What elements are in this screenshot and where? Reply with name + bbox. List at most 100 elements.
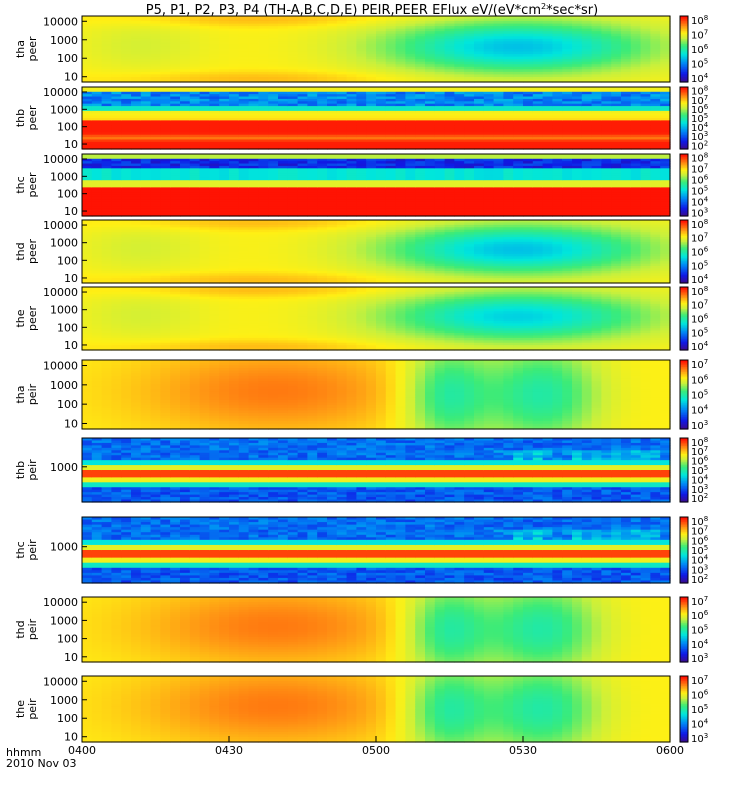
heatmap-cell bbox=[601, 38, 612, 42]
heatmap-cell bbox=[464, 23, 475, 27]
heatmap-cell bbox=[238, 38, 250, 42]
heatmap-cell bbox=[650, 18, 661, 22]
heatmap-cell bbox=[523, 43, 534, 48]
heatmap-cell bbox=[140, 33, 152, 37]
heatmap-cell bbox=[121, 74, 132, 78]
heatmap-cell bbox=[258, 61, 269, 65]
heatmap-cell bbox=[91, 115, 103, 119]
heatmap-cell bbox=[366, 41, 377, 45]
heatmap-cell bbox=[611, 76, 622, 81]
heatmap-cell bbox=[199, 137, 210, 141]
heatmap-cell bbox=[160, 76, 171, 81]
heatmap-cell bbox=[474, 18, 485, 22]
heatmap-cell bbox=[493, 46, 504, 50]
heatmap-cell bbox=[591, 66, 602, 70]
heatmap-cell bbox=[474, 76, 485, 81]
heatmap-cell bbox=[503, 61, 514, 65]
heatmap-cell bbox=[581, 59, 593, 63]
heatmap-cell bbox=[140, 139, 152, 143]
heatmap-cell bbox=[434, 46, 446, 50]
heatmap-cell bbox=[415, 51, 426, 55]
heatmap-cell bbox=[346, 69, 357, 73]
heatmap-cell bbox=[91, 139, 103, 143]
heatmap-cell bbox=[150, 79, 161, 83]
heatmap-cell bbox=[150, 146, 161, 150]
heatmap-cell bbox=[356, 46, 367, 50]
heatmap-cell bbox=[229, 76, 240, 81]
heatmap-cell bbox=[101, 71, 112, 75]
heatmap-cell bbox=[180, 125, 191, 129]
heatmap-cell bbox=[327, 21, 338, 25]
heatmap-cell bbox=[454, 69, 465, 73]
heatmap-cell bbox=[111, 56, 122, 60]
heatmap-cell bbox=[562, 74, 573, 78]
heatmap-cell bbox=[170, 51, 181, 55]
heatmap-cell bbox=[356, 18, 367, 22]
heatmap-cell bbox=[376, 74, 387, 78]
heatmap-cell bbox=[287, 28, 299, 32]
heatmap-cell bbox=[287, 69, 299, 73]
heatmap-cell bbox=[199, 127, 210, 131]
heatmap-cell bbox=[346, 59, 357, 63]
heatmap-cell bbox=[503, 49, 514, 53]
heatmap-cell bbox=[483, 31, 495, 35]
heatmap-cell bbox=[140, 132, 152, 136]
heatmap-cell bbox=[219, 89, 230, 93]
heatmap-cell bbox=[238, 74, 250, 78]
heatmap-cell bbox=[82, 146, 93, 150]
heatmap-cell bbox=[601, 64, 612, 68]
heatmap-cell bbox=[82, 106, 93, 110]
heatmap-cell bbox=[248, 69, 259, 73]
heatmap-cell bbox=[660, 18, 671, 22]
heatmap-cell bbox=[572, 46, 583, 50]
heatmap-cell bbox=[199, 46, 210, 50]
heatmap-cell bbox=[434, 66, 446, 70]
heatmap-cell bbox=[415, 56, 426, 60]
heatmap-cell bbox=[454, 16, 465, 20]
heatmap-cell bbox=[101, 16, 112, 20]
heatmap-cell bbox=[189, 18, 201, 22]
heatmap-cell bbox=[209, 108, 220, 112]
heatmap-cell bbox=[572, 36, 583, 40]
heatmap-cell bbox=[317, 28, 328, 32]
heatmap-cell bbox=[150, 59, 161, 63]
heatmap-cell bbox=[523, 46, 534, 50]
heatmap-cell bbox=[111, 103, 122, 107]
heatmap-cell bbox=[140, 26, 152, 30]
heatmap-cell bbox=[82, 43, 93, 48]
heatmap-cell bbox=[493, 79, 504, 83]
heatmap-cell bbox=[91, 51, 103, 55]
heatmap-cell bbox=[307, 69, 318, 73]
heatmap-cell bbox=[91, 144, 103, 148]
heatmap-cell bbox=[150, 120, 161, 124]
heatmap-cell bbox=[621, 76, 632, 81]
heatmap-cell bbox=[209, 106, 220, 110]
heatmap-cell bbox=[395, 36, 406, 40]
heatmap-cell bbox=[131, 46, 142, 50]
heatmap-cell bbox=[160, 71, 171, 75]
heatmap-cell bbox=[111, 118, 122, 121]
heatmap-cell bbox=[82, 56, 93, 60]
heatmap-cell bbox=[160, 31, 171, 35]
heatmap-cell bbox=[160, 36, 171, 40]
heatmap-cell bbox=[630, 69, 642, 73]
heatmap-cell bbox=[415, 41, 426, 45]
heatmap-cell bbox=[287, 76, 299, 81]
heatmap-cell bbox=[317, 71, 328, 75]
heatmap-cell bbox=[209, 137, 220, 141]
heatmap-cell bbox=[248, 74, 259, 78]
heatmap-cell bbox=[111, 120, 122, 124]
heatmap-cell bbox=[278, 74, 289, 78]
heatmap-cell bbox=[121, 46, 132, 50]
heatmap-cell bbox=[317, 51, 328, 55]
heatmap-cell bbox=[268, 46, 279, 50]
heatmap-cell bbox=[317, 69, 328, 73]
heatmap-cell bbox=[405, 23, 416, 27]
heatmap-cell bbox=[199, 79, 210, 83]
heatmap-cell bbox=[503, 28, 514, 32]
heatmap-cell bbox=[287, 23, 299, 27]
heatmap-cell bbox=[630, 36, 642, 40]
heatmap-cell bbox=[336, 69, 348, 73]
heatmap-cell bbox=[248, 71, 259, 75]
colorbar-tick-label: 106 bbox=[691, 43, 709, 56]
